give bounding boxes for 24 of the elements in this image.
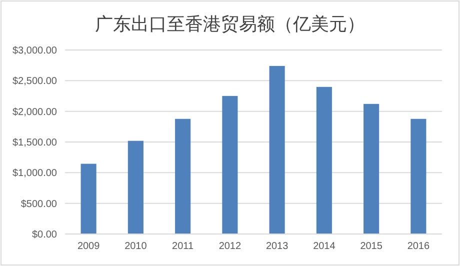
bar (222, 96, 238, 234)
x-tick-label: 2013 (266, 241, 289, 252)
x-tick-label: 2011 (172, 241, 194, 252)
bar (364, 104, 380, 234)
bar (316, 86, 332, 234)
chart-title: 广东出口至香港贸易额（亿美元） (95, 14, 365, 34)
bar (128, 140, 144, 234)
y-tick-label: $1,500.00 (12, 138, 58, 148)
y-tick-label: $500.00 (20, 198, 58, 210)
x-tick-label: 2009 (77, 241, 100, 252)
x-tick-label: 2012 (218, 241, 242, 252)
x-tick-label: 2014 (313, 241, 336, 252)
x-tick-label: 2015 (360, 241, 383, 252)
y-tick-label: $3,000.00 (12, 46, 58, 56)
bar (410, 118, 426, 234)
x-tick-label: 2016 (407, 241, 430, 252)
bar (80, 164, 96, 234)
y-tick-label: $2,500.00 (12, 76, 58, 88)
bar (269, 66, 285, 234)
bar (175, 118, 191, 234)
y-tick-label: $1,000.00 (12, 168, 58, 180)
y-tick-label: $2,000.00 (12, 106, 58, 118)
x-tick-label: 2010 (124, 241, 148, 252)
y-tick-label: $0.00 (32, 230, 58, 240)
